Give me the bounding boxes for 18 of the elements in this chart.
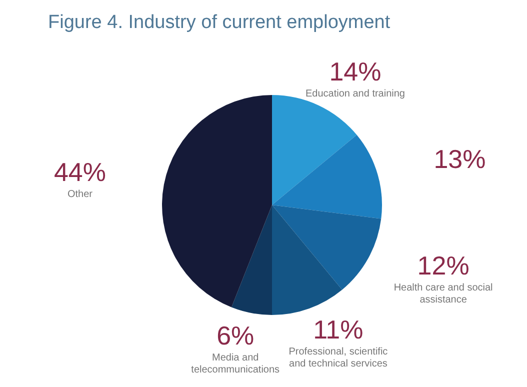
data-label: 11% bbox=[313, 314, 364, 345]
slice-label: Other bbox=[67, 188, 94, 200]
data-label: 13% bbox=[434, 144, 486, 174]
pie-slice bbox=[272, 134, 382, 219]
pie-slice bbox=[232, 205, 272, 315]
pie-slice bbox=[272, 95, 357, 205]
pie-slice bbox=[162, 95, 272, 308]
data-label: 14% bbox=[329, 56, 382, 86]
slice-label: Education and training bbox=[305, 88, 406, 100]
chart-title: Figure 4. Industry of current employment bbox=[48, 12, 391, 33]
slice-label: Media and telecommunications bbox=[191, 352, 280, 376]
data-label: 12% bbox=[417, 250, 470, 280]
slice-label: Health care and social assistance bbox=[394, 282, 493, 306]
data-label: 6% bbox=[216, 320, 254, 351]
pie-slice bbox=[272, 205, 382, 290]
pie-slice bbox=[272, 205, 342, 315]
data-label: 44% bbox=[54, 156, 106, 187]
slice-label: Professional, scientific and technical services bbox=[288, 346, 388, 370]
